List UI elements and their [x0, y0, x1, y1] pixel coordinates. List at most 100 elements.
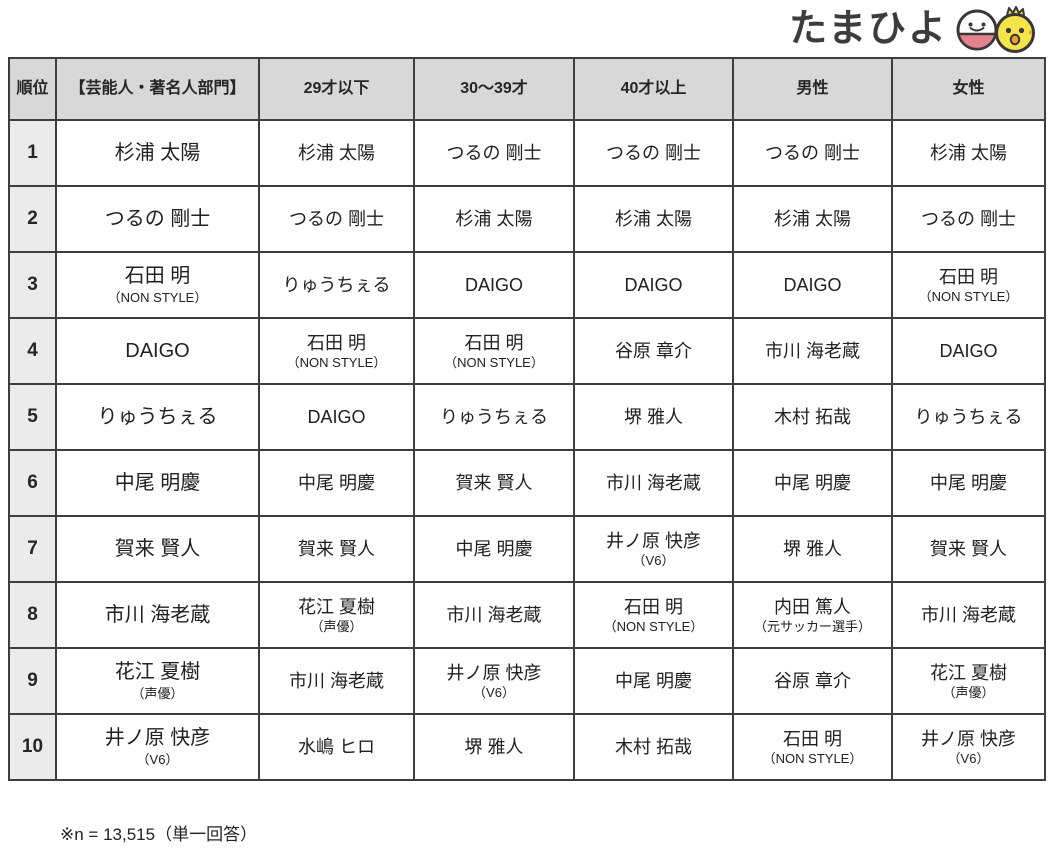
celebrity-name: りゅうちぇる [440, 406, 548, 427]
name-cell: 賀来 賢人 [891, 515, 1046, 583]
celebrity-note: （声優） [131, 686, 184, 702]
celebrity-name: 谷原 章介 [614, 340, 692, 361]
celebrity-name: 石田 明 [306, 332, 366, 353]
name-cell: 杉浦 太陽 [732, 185, 893, 253]
name-cell: 井ノ原 快彦 （V6） [55, 713, 260, 781]
name-cell: 石田 明 （NON STYLE） [732, 713, 893, 781]
celebrity-note: （NON STYLE） [762, 751, 863, 767]
ranking-table: 順位 【芸能人・著名人部門】 29才以下 30〜39才 40才以上 男性 女性 1 杉浦 太陽杉… [8, 57, 1046, 781]
name-cell: 花江 夏樹 （声優） [891, 647, 1046, 715]
chick-icon [995, 6, 1035, 53]
name-cell: 石田 明 （NON STYLE） [413, 317, 575, 385]
table-row: 7 賀来 賢人 賀来 賢人 中尾 明慶 井ノ原 快彦 （V6） 堺 雅人 賀来 賢人 [8, 515, 1046, 583]
celebrity-name: 市川 海老蔵 [764, 340, 860, 361]
celebrity-note: （V6） [947, 751, 990, 767]
celebrity-name: 市川 海老蔵 [446, 604, 542, 625]
name-cell: DAIGO [891, 317, 1046, 385]
name-cell: 木村 拓哉 [573, 713, 734, 781]
celebrity-name: 木村 拓哉 [773, 406, 851, 427]
name-cell: つるの 剛士 [258, 185, 415, 253]
celebrity-name: りゅうちぇる [282, 274, 391, 295]
column-header: 【芸能人・著名人部門】 [55, 57, 260, 121]
rank-cell: 3 [8, 251, 57, 319]
name-cell: りゅうちぇる [413, 383, 575, 451]
celebrity-note: （NON STYLE） [918, 289, 1019, 305]
celebrity-name: 井ノ原 快彦 [920, 728, 1016, 749]
rank-cell: 2 [8, 185, 57, 253]
name-cell: 堺 雅人 [573, 383, 734, 451]
name-cell: つるの 剛士 [573, 119, 734, 187]
celebrity-name: 中尾 明慶 [114, 471, 201, 494]
name-cell: 内田 篤人 （元サッカー選手） [732, 581, 893, 649]
celebrity-note: （V6） [632, 553, 675, 569]
name-cell: 井ノ原 快彦 （V6） [573, 515, 734, 583]
celebrity-note: （声優） [310, 619, 363, 635]
name-cell: 市川 海老蔵 [258, 647, 415, 715]
column-header: 男性 [732, 57, 893, 121]
celebrity-name: りゅうちぇる [97, 405, 218, 428]
celebrity-name: つるの 剛士 [104, 207, 211, 230]
celebrity-name: DAIGO [125, 339, 190, 362]
table-row: 4 DAIGO 石田 明 （NON STYLE） 石田 明 （NON STYLE） 谷原 章… [8, 317, 1046, 385]
name-cell: 杉浦 太陽 [891, 119, 1046, 187]
celebrity-name: 中尾 明慶 [297, 472, 375, 493]
celebrity-note: （V6） [136, 752, 179, 768]
name-cell: 石田 明 （NON STYLE） [258, 317, 415, 385]
name-cell: 中尾 明慶 [573, 647, 734, 715]
celebrity-name: 賀来 賢人 [297, 538, 375, 559]
table-row: 9 花江 夏樹 （声優） 市川 海老蔵 井ノ原 快彦 （V6） 中尾 明慶 谷原 章介 花江 夏… [8, 647, 1046, 715]
celebrity-note: （元サッカー選手） [753, 619, 871, 635]
name-cell: りゅうちぇる [891, 383, 1046, 451]
sample-size-footnote: ※n = 13,515（単一回答） [60, 825, 258, 844]
celebrity-name: 花江 夏樹 [929, 662, 1007, 683]
celebrity-note: （NON STYLE） [603, 619, 704, 635]
celebrity-name: DAIGO [624, 274, 683, 295]
name-cell: DAIGO [732, 251, 893, 319]
rank-cell: 10 [8, 713, 57, 781]
celebrity-name: DAIGO [307, 406, 366, 427]
name-cell: 中尾 明慶 [413, 515, 575, 583]
header-row: 順位 【芸能人・著名人部門】 29才以下 30〜39才 40才以上 男性 女性 [8, 57, 1046, 121]
celebrity-name: 石田 明 [464, 332, 524, 353]
celebrity-name: 堺 雅人 [464, 736, 524, 757]
name-cell: DAIGO [258, 383, 415, 451]
name-cell: 市川 海老蔵 [732, 317, 893, 385]
rank-cell: 1 [8, 119, 57, 187]
rank-cell: 7 [8, 515, 57, 583]
celebrity-name: DAIGO [939, 340, 998, 361]
table-row: 5 りゅうちぇる DAIGO りゅうちぇる 堺 雅人 木村 拓哉 りゅうちぇる [8, 383, 1046, 451]
column-header: 40才以上 [573, 57, 734, 121]
rank-cell: 5 [8, 383, 57, 451]
name-cell: 賀来 賢人 [413, 449, 575, 517]
celebrity-name: 中尾 明慶 [929, 472, 1007, 493]
celebrity-name: つるの 剛士 [288, 208, 384, 229]
celebrity-name: りゅうちぇる [914, 406, 1023, 427]
celebrity-name: 市川 海老蔵 [104, 603, 211, 626]
name-cell: りゅうちぇる [258, 251, 415, 319]
celebrity-name: 市川 海老蔵 [288, 670, 384, 691]
tamahiyo-faces-icon [956, 6, 1035, 53]
celebrity-name: 中尾 明慶 [455, 538, 533, 559]
name-cell: 堺 雅人 [413, 713, 575, 781]
celebrity-note: （V6） [473, 685, 515, 701]
celebrity-name: 谷原 章介 [773, 670, 851, 691]
celebrity-name: 中尾 明慶 [773, 472, 851, 493]
table-row: 8 市川 海老蔵 花江 夏樹 （声優） 市川 海老蔵 石田 明 （NON STYLE） 内田 … [8, 581, 1046, 649]
celebrity-name: つるの 剛士 [446, 142, 542, 163]
name-cell: 井ノ原 快彦 （V6） [413, 647, 575, 715]
name-cell: 市川 海老蔵 [55, 581, 260, 649]
celebrity-name: 木村 拓哉 [614, 736, 692, 757]
rank-cell: 6 [8, 449, 57, 517]
celebrity-name: つるの 剛士 [920, 208, 1016, 229]
celebrity-name: 石田 明 [124, 265, 191, 288]
celebrity-name: つるの 剛士 [605, 142, 701, 163]
name-cell: DAIGO [55, 317, 260, 385]
celebrity-name: 堺 雅人 [623, 406, 683, 427]
name-cell: 花江 夏樹 （声優） [55, 647, 260, 715]
celebrity-name: 石田 明 [782, 728, 842, 749]
name-cell: 中尾 明慶 [55, 449, 260, 517]
celebrity-name: 石田 明 [938, 266, 998, 287]
celebrity-name: 賀来 賢人 [929, 538, 1007, 559]
column-header: 女性 [891, 57, 1046, 121]
celebrity-name: 杉浦 太陽 [114, 141, 201, 164]
